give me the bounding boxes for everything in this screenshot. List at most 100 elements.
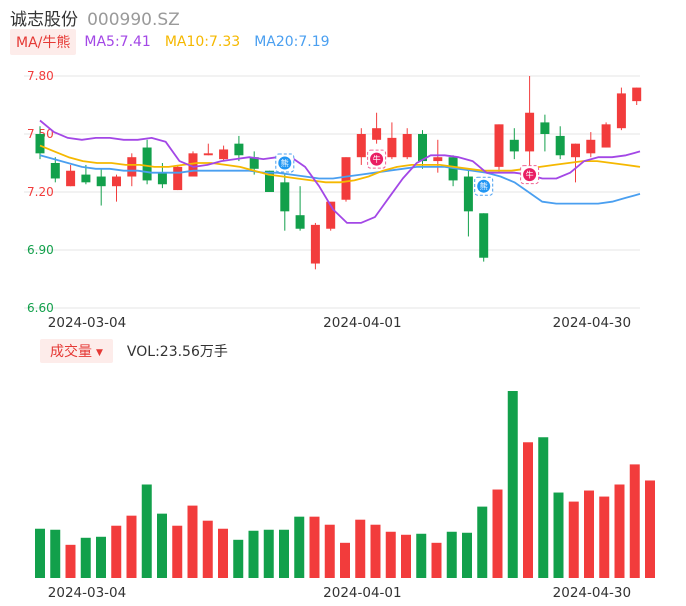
candle-body [586, 139, 596, 154]
candle-body [265, 170, 274, 192]
volume-bar [416, 533, 427, 578]
ma-toggle-button[interactable]: MA/牛熊 [10, 29, 77, 55]
marker-badge [370, 152, 384, 166]
candle-body [295, 215, 305, 229]
candle [494, 124, 504, 173]
candle [295, 186, 305, 231]
candle-body [127, 157, 137, 177]
candle-body [249, 157, 259, 169]
candle [586, 132, 596, 158]
candle [356, 128, 366, 165]
volume-bar [584, 490, 594, 578]
volume-bar [538, 437, 549, 578]
bull-marker-icon: 牛 [520, 165, 540, 185]
stock-code: 000990.SZ [87, 10, 180, 30]
volume-bar [157, 513, 167, 578]
marker-badge [523, 168, 537, 182]
candle-body [81, 174, 91, 183]
candle-body [616, 93, 626, 129]
candle-body [571, 143, 580, 158]
candle [509, 128, 519, 160]
candle-body [525, 112, 535, 152]
volume-bar [568, 501, 579, 578]
candle [632, 87, 642, 105]
candle [219, 145, 229, 162]
candle-body [463, 176, 473, 212]
volume-bar [279, 529, 289, 578]
candle [326, 201, 336, 231]
candle [96, 168, 106, 206]
bull-marker-icon: 牛 [367, 149, 387, 169]
candle-body [142, 147, 152, 181]
price-y-axis: 7.807.507.206.906.60 [27, 69, 54, 315]
volume-bar [431, 542, 442, 578]
volume-value: VOL:23.56万手 [126, 343, 228, 360]
volume-bar [172, 525, 183, 578]
candle [525, 76, 535, 177]
candle-body [157, 172, 167, 185]
ma10-line [39, 144, 641, 184]
chevron-down-icon: ▼ [96, 347, 103, 358]
candle [555, 126, 565, 160]
y-tick-label: 7.80 [27, 69, 54, 83]
marker-glyph: 熊 [281, 158, 289, 168]
price-x-axis: 2024-03-04 2024-04-01 2024-04-30 [48, 315, 631, 331]
candle-body [479, 213, 489, 258]
candle [203, 143, 213, 156]
volume-bar [218, 528, 228, 578]
volume-toggle-button[interactable]: 成交量 ▼ [40, 338, 113, 363]
candlesticks [35, 76, 642, 270]
marker-glyph: 熊 [480, 181, 488, 191]
volume-bar [126, 515, 137, 578]
bear-marker-icon: 熊 [275, 153, 295, 173]
ma5-label: MA5:7.41 [84, 34, 151, 50]
candle [66, 164, 76, 187]
candle-body [601, 124, 611, 148]
candle [448, 155, 458, 187]
volume-bar [645, 480, 655, 578]
candle-body [280, 182, 290, 212]
stock-name: 诚志股份 [10, 10, 78, 30]
candle-body [234, 143, 244, 156]
candle-body [509, 139, 519, 152]
candle-body [418, 134, 427, 162]
candle-body [494, 124, 504, 167]
candle-body [96, 176, 106, 187]
volume-bar [65, 544, 76, 578]
volume-bar [141, 484, 152, 578]
candle [234, 135, 244, 162]
volume-bar [614, 484, 625, 578]
candle-body [326, 201, 336, 229]
marker-badge [477, 179, 491, 193]
candle-body [387, 137, 397, 158]
candle [601, 122, 611, 148]
ma-lines [39, 119, 641, 224]
volume-legend: 成交量 ▼ VOL:23.56万手 [40, 338, 228, 363]
volume-bar [355, 519, 366, 578]
volume-bar [80, 537, 91, 578]
volume-bars [35, 391, 655, 578]
candle [479, 213, 489, 262]
y-tick-label: 6.60 [27, 301, 54, 315]
volume-bar [401, 534, 411, 578]
candle-body [310, 224, 320, 264]
volume-bar [324, 524, 335, 578]
candle-body [402, 134, 412, 158]
volume-bar [248, 530, 259, 578]
y-tick-label: 6.90 [27, 243, 54, 257]
candle [418, 130, 427, 169]
candle [463, 170, 473, 237]
stock-header: 诚志股份 000990.SZ [10, 5, 180, 30]
candle [35, 126, 45, 160]
ma-legend: MA/牛熊 MA5:7.41 MA10:7.33 MA20:7.19 [10, 29, 344, 55]
candle-body [188, 153, 198, 177]
x-tick-label: 2024-03-04 [48, 585, 126, 601]
candle [142, 139, 152, 185]
volume-bar [507, 391, 518, 578]
candle [127, 153, 137, 187]
volume-bar [263, 529, 274, 578]
candle-body [219, 149, 229, 160]
candle-body [173, 166, 183, 191]
volume-x-axis: 2024-03-04 2024-04-01 2024-04-30 [48, 585, 631, 601]
